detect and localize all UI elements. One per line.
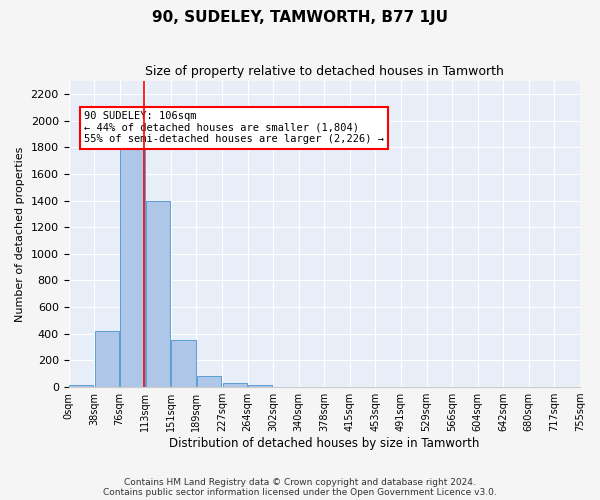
- Bar: [69, 385, 94, 387]
- Bar: [146, 200, 170, 387]
- Bar: [121, 146, 145, 387]
- Bar: [223, 383, 247, 387]
- Y-axis label: Number of detached properties: Number of detached properties: [15, 146, 25, 322]
- Text: 90 SUDELEY: 106sqm
← 44% of detached houses are smaller (1,804)
55% of semi-deta: 90 SUDELEY: 106sqm ← 44% of detached hou…: [84, 111, 384, 144]
- Text: 90, SUDELEY, TAMWORTH, B77 1JU: 90, SUDELEY, TAMWORTH, B77 1JU: [152, 10, 448, 25]
- Bar: [172, 340, 196, 387]
- Title: Size of property relative to detached houses in Tamworth: Size of property relative to detached ho…: [145, 65, 504, 78]
- Bar: [248, 385, 272, 387]
- X-axis label: Distribution of detached houses by size in Tamworth: Distribution of detached houses by size …: [169, 437, 479, 450]
- Text: Contains HM Land Registry data © Crown copyright and database right 2024.
Contai: Contains HM Land Registry data © Crown c…: [103, 478, 497, 497]
- Bar: [197, 376, 221, 387]
- Bar: [95, 331, 119, 387]
